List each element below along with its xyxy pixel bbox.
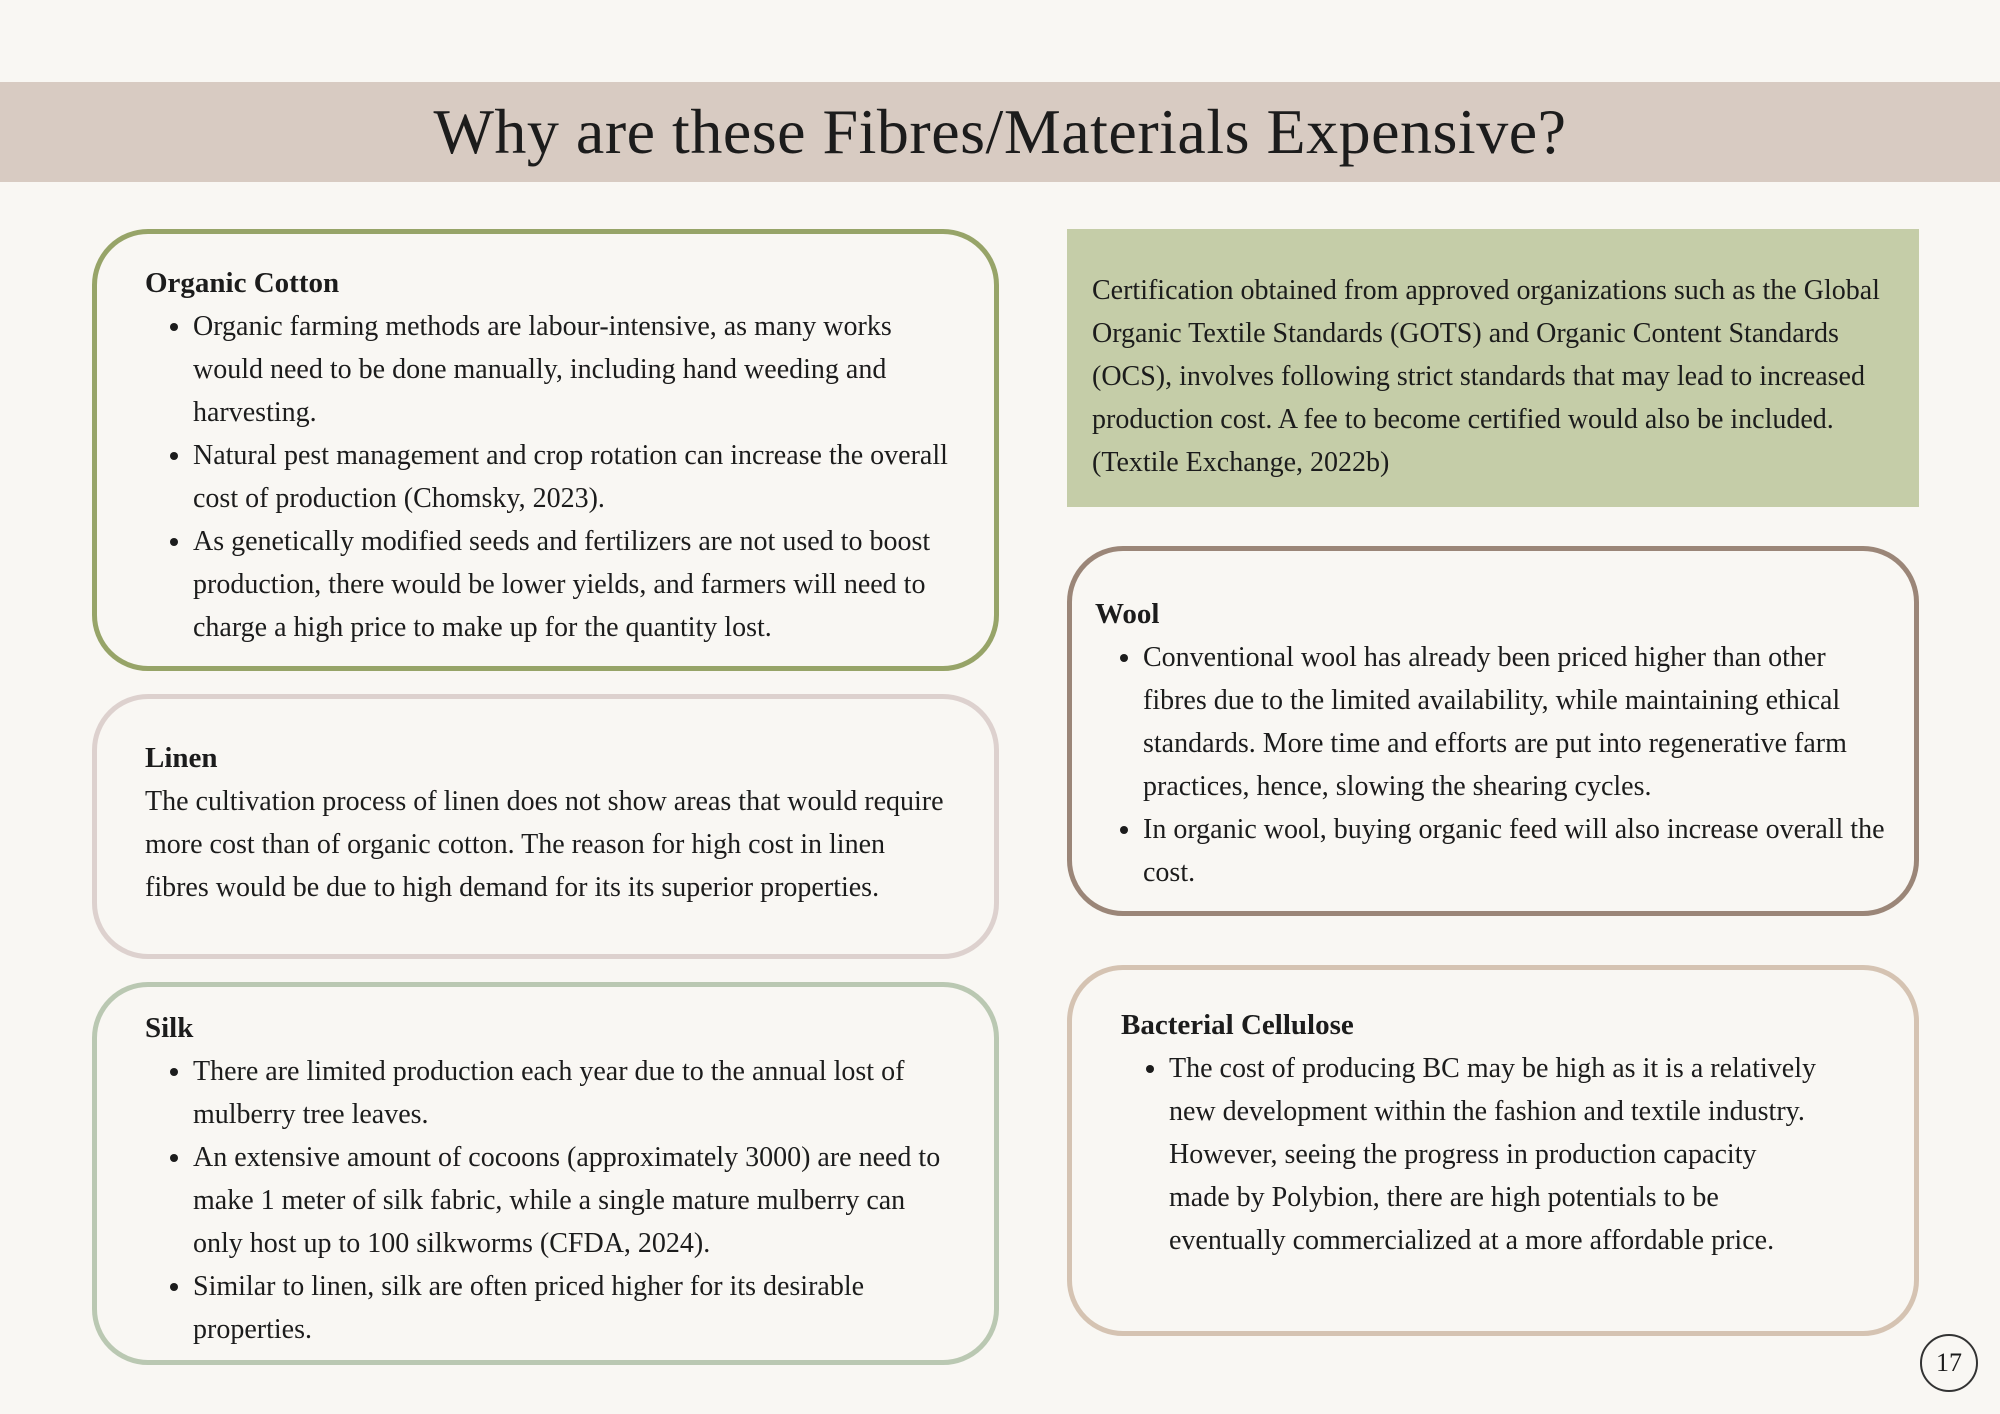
list-item: An extensive amount of cocoons (approxim… bbox=[193, 1136, 950, 1265]
page-title: Why are these Fibres/Materials Expensive… bbox=[433, 96, 1567, 167]
list-item: Natural pest management and crop rotatio… bbox=[193, 434, 950, 520]
title-banner: Why are these Fibres/Materials Expensive… bbox=[0, 82, 2000, 182]
bacterial-cellulose-heading: Bacterial Cellulose bbox=[1121, 1009, 1354, 1041]
linen-heading: Linen bbox=[145, 742, 218, 774]
list-item: Similar to linen, silk are often priced … bbox=[193, 1265, 950, 1351]
bacterial-cellulose-list: The cost of producing BC may be high as … bbox=[1121, 1047, 1824, 1262]
list-item: The cost of producing BC may be high as … bbox=[1169, 1047, 1824, 1262]
linen-card: Linen The cultivation process of linen d… bbox=[92, 694, 999, 959]
list-item: In organic wool, buying organic feed wil… bbox=[1143, 808, 1896, 894]
list-item: Conventional wool has already been price… bbox=[1143, 636, 1896, 808]
bacterial-cellulose-card: Bacterial Cellulose The cost of producin… bbox=[1067, 965, 1919, 1336]
certification-box: Certification obtained from approved org… bbox=[1067, 229, 1919, 507]
certification-text: Certification obtained from approved org… bbox=[1092, 275, 1880, 478]
wool-card: Wool Conventional wool has already been … bbox=[1067, 546, 1919, 916]
linen-text: The cultivation process of linen does no… bbox=[145, 786, 944, 903]
organic-cotton-list: Organic farming methods are labour-inten… bbox=[145, 305, 950, 649]
organic-cotton-heading: Organic Cotton bbox=[145, 267, 340, 299]
list-item: There are limited production each year d… bbox=[193, 1050, 950, 1136]
organic-cotton-card: Organic Cotton Organic farming methods a… bbox=[92, 229, 999, 671]
wool-heading: Wool bbox=[1095, 598, 1160, 630]
silk-list: There are limited production each year d… bbox=[145, 1050, 950, 1351]
list-item: As genetically modified seeds and fertil… bbox=[193, 520, 950, 649]
list-item: Organic farming methods are labour-inten… bbox=[193, 305, 950, 434]
silk-heading: Silk bbox=[145, 1012, 194, 1044]
silk-card: Silk There are limited production each y… bbox=[92, 982, 999, 1365]
wool-list: Conventional wool has already been price… bbox=[1095, 636, 1896, 894]
page-number: 17 bbox=[1920, 1334, 1978, 1392]
